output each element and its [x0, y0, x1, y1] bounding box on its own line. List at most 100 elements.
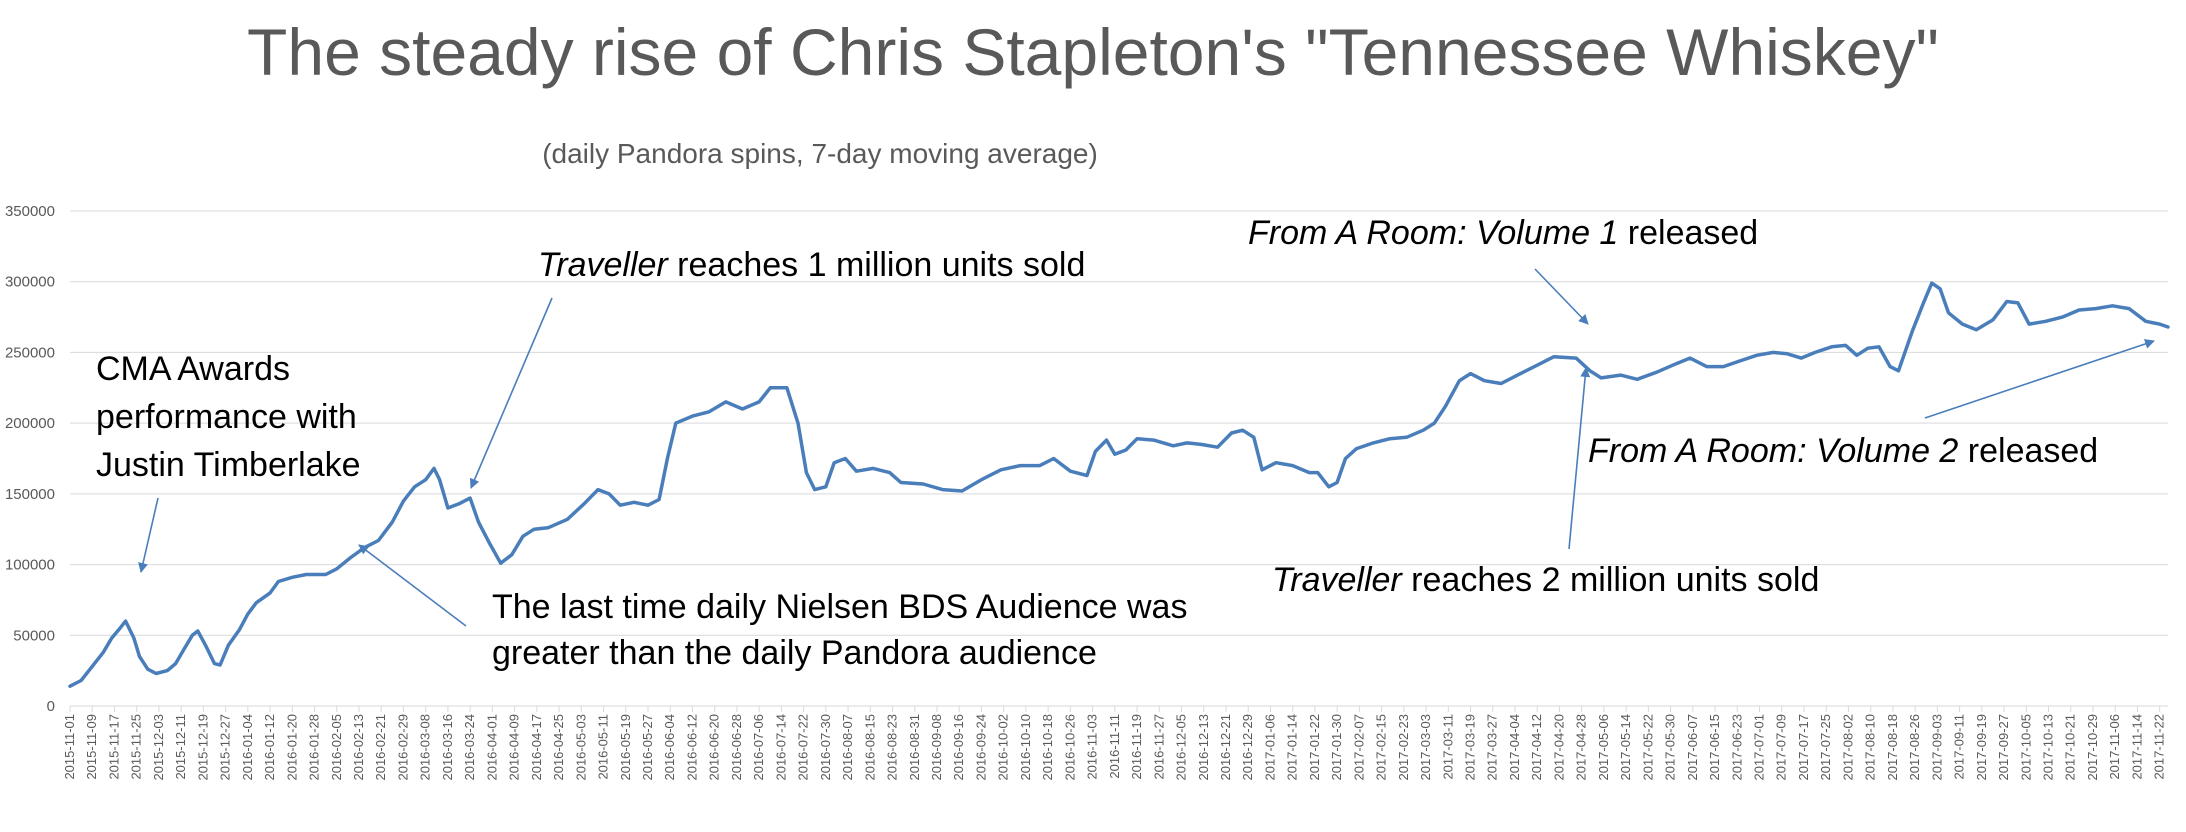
traveller-2m-arrow — [1568, 367, 1591, 550]
annotation-traveller-2m-album: Traveller — [1272, 561, 1402, 599]
x-tick-label: 2016-09-16 — [951, 714, 966, 781]
x-tick-label: 2017-08-02 — [1840, 714, 1855, 781]
x-tick-label: 2016-10-10 — [1018, 714, 1033, 781]
x-tick-label: 2017-10-21 — [2063, 714, 2078, 781]
x-tick-label: 2016-03-24 — [462, 714, 477, 781]
x-tick-label: 2017-04-04 — [1507, 714, 1522, 781]
x-tick-label: 2017-04-12 — [1529, 714, 1544, 781]
y-tick-label: 100000 — [5, 557, 55, 574]
x-tick-label: 2017-09-19 — [1974, 714, 1989, 781]
x-tick-label: 2016-04-25 — [551, 714, 566, 781]
x-tick-label: 2017-07-09 — [1774, 714, 1789, 781]
x-tick-label: 2016-10-02 — [996, 714, 1011, 781]
x-tick-label: 2017-03-19 — [1463, 714, 1478, 781]
x-tick-label: 2017-03-03 — [1418, 714, 1433, 781]
x-tick-label: 2017-11-14 — [2129, 714, 2144, 780]
x-tick-label: 2016-02-13 — [351, 714, 366, 781]
x-tick-label: 2017-04-28 — [1574, 714, 1589, 781]
x-tick-label: 2017-11-06 — [2107, 714, 2122, 780]
x-tick-label: 2016-12-21 — [1218, 714, 1233, 781]
x-tick-label: 2017-10-29 — [2085, 714, 2100, 781]
annotation-cma-line-2: performance with — [96, 398, 357, 436]
x-tick-label: 2015-12-11 — [173, 714, 188, 780]
x-tick-label: 2016-03-08 — [418, 714, 433, 781]
x-tick-label: 2016-05-27 — [640, 714, 655, 781]
room-vol2-arrow — [1924, 339, 2155, 419]
x-tick-label: 2017-09-27 — [1996, 714, 2011, 781]
y-tick-label: 50000 — [13, 627, 55, 644]
x-tick-label: 2015-12-27 — [218, 714, 233, 781]
x-tick-label: 2017-09-11 — [1952, 714, 1967, 780]
annotation-cma-awards: CMA Awards performance with Justin Timbe… — [96, 345, 361, 489]
x-tick-label: 2017-07-25 — [1818, 714, 1833, 781]
x-tick-label: 2016-12-29 — [1240, 714, 1255, 781]
x-tick-label: 2015-12-19 — [195, 714, 210, 781]
nielsen-arrow — [358, 544, 467, 627]
y-tick-label: 200000 — [5, 415, 55, 432]
series-line — [68, 281, 2170, 688]
x-tick-label: 2016-07-30 — [818, 714, 833, 781]
traveller-1m-arrow — [469, 297, 553, 489]
x-tick-label: 2016-12-05 — [1174, 714, 1189, 781]
x-tick-label: 2016-08-07 — [840, 714, 855, 781]
x-tick-label: 2016-07-22 — [796, 714, 811, 781]
x-tick-label: 2015-11-17 — [106, 714, 121, 780]
x-tick-label: 2016-10-18 — [1040, 714, 1055, 781]
y-tick-label: 150000 — [5, 486, 55, 503]
x-tick-label: 2017-02-23 — [1396, 714, 1411, 781]
annotation-traveller-2m: Traveller reaches 2 million units sold — [1272, 556, 1819, 604]
x-tick-label: 2016-11-03 — [1085, 714, 1100, 780]
x-tick-label: 2016-08-31 — [907, 714, 922, 781]
x-tick-label: 2016-01-12 — [262, 714, 277, 781]
x-tick-label: 2017-08-18 — [1885, 714, 1900, 781]
annotation-arrows — [138, 268, 2155, 627]
x-tick-label: 2017-01-30 — [1329, 714, 1344, 781]
annotation-nielsen: The last time daily Nielsen BDS Audience… — [492, 584, 1187, 676]
x-tick-label: 2016-05-03 — [573, 714, 588, 781]
x-tick-label: 2015-11-01 — [62, 714, 77, 780]
x-tick-label: 2017-03-27 — [1485, 714, 1500, 781]
x-tick-label: 2017-07-01 — [1752, 714, 1767, 781]
x-tick-label: 2017-05-14 — [1618, 714, 1633, 781]
x-tick-label: 2016-04-17 — [529, 714, 544, 781]
annotation-traveller-1m-text: reaches 1 million units sold — [667, 246, 1086, 284]
annotation-nielsen-line-1: The last time daily Nielsen BDS Audience… — [492, 588, 1188, 626]
x-tick-label: 2017-06-15 — [1707, 714, 1722, 781]
x-tick-label: 2016-09-24 — [973, 714, 988, 781]
x-tick-label: 2016-05-11 — [596, 714, 611, 780]
annotation-room-vol1: From A Room: Volume 1 released — [1248, 209, 1758, 257]
annotation-cma-line-1: CMA Awards — [96, 350, 291, 388]
y-tick-label: 250000 — [5, 344, 55, 361]
annotation-traveller-1m-album: Traveller — [538, 246, 668, 284]
x-tick-label: 2017-02-15 — [1374, 714, 1389, 781]
x-tick-label: 2017-06-07 — [1685, 714, 1700, 781]
chart-title: The steady rise of Chris Stapleton's "Te… — [247, 15, 1939, 89]
x-tick-label: 2017-10-13 — [2041, 714, 2056, 781]
x-tick-label: 2015-12-03 — [151, 714, 166, 781]
x-tick-label: 2017-02-07 — [1351, 714, 1366, 781]
x-tick-label: 2017-10-05 — [2018, 714, 2033, 781]
x-tick-label: 2017-11-22 — [2152, 714, 2167, 780]
x-tick-label: 2016-05-19 — [618, 714, 633, 781]
x-axis-ticks: 2015-11-01 2015-11-09 2015-11-17 2015-11-25… — [62, 705, 2168, 781]
series-layer — [68, 281, 2170, 688]
x-tick-label: 2016-09-08 — [929, 714, 944, 781]
y-tick-label: 0 — [47, 698, 55, 715]
x-tick-label: 2017-03-11 — [1440, 714, 1455, 780]
x-tick-label: 2017-04-20 — [1551, 714, 1566, 781]
x-tick-label: 2017-01-06 — [1262, 714, 1277, 781]
annotation-room-vol2-text: released — [1958, 432, 2099, 470]
room-vol1-arrow — [1534, 268, 1589, 325]
cma-arrow — [138, 497, 159, 573]
x-tick-label: 2017-01-14 — [1285, 714, 1300, 781]
x-tick-label: 2016-02-29 — [395, 714, 410, 781]
x-tick-label: 2015-11-25 — [129, 714, 144, 780]
x-tick-label: 2016-08-23 — [885, 714, 900, 781]
x-tick-label: 2016-06-04 — [662, 714, 677, 781]
x-tick-label: 2016-04-09 — [507, 714, 522, 781]
grid-lines — [70, 210, 2168, 707]
x-tick-label: 2016-11-27 — [1151, 714, 1166, 780]
x-tick-label: 2016-07-06 — [751, 714, 766, 781]
y-tick-label: 350000 — [5, 203, 55, 220]
